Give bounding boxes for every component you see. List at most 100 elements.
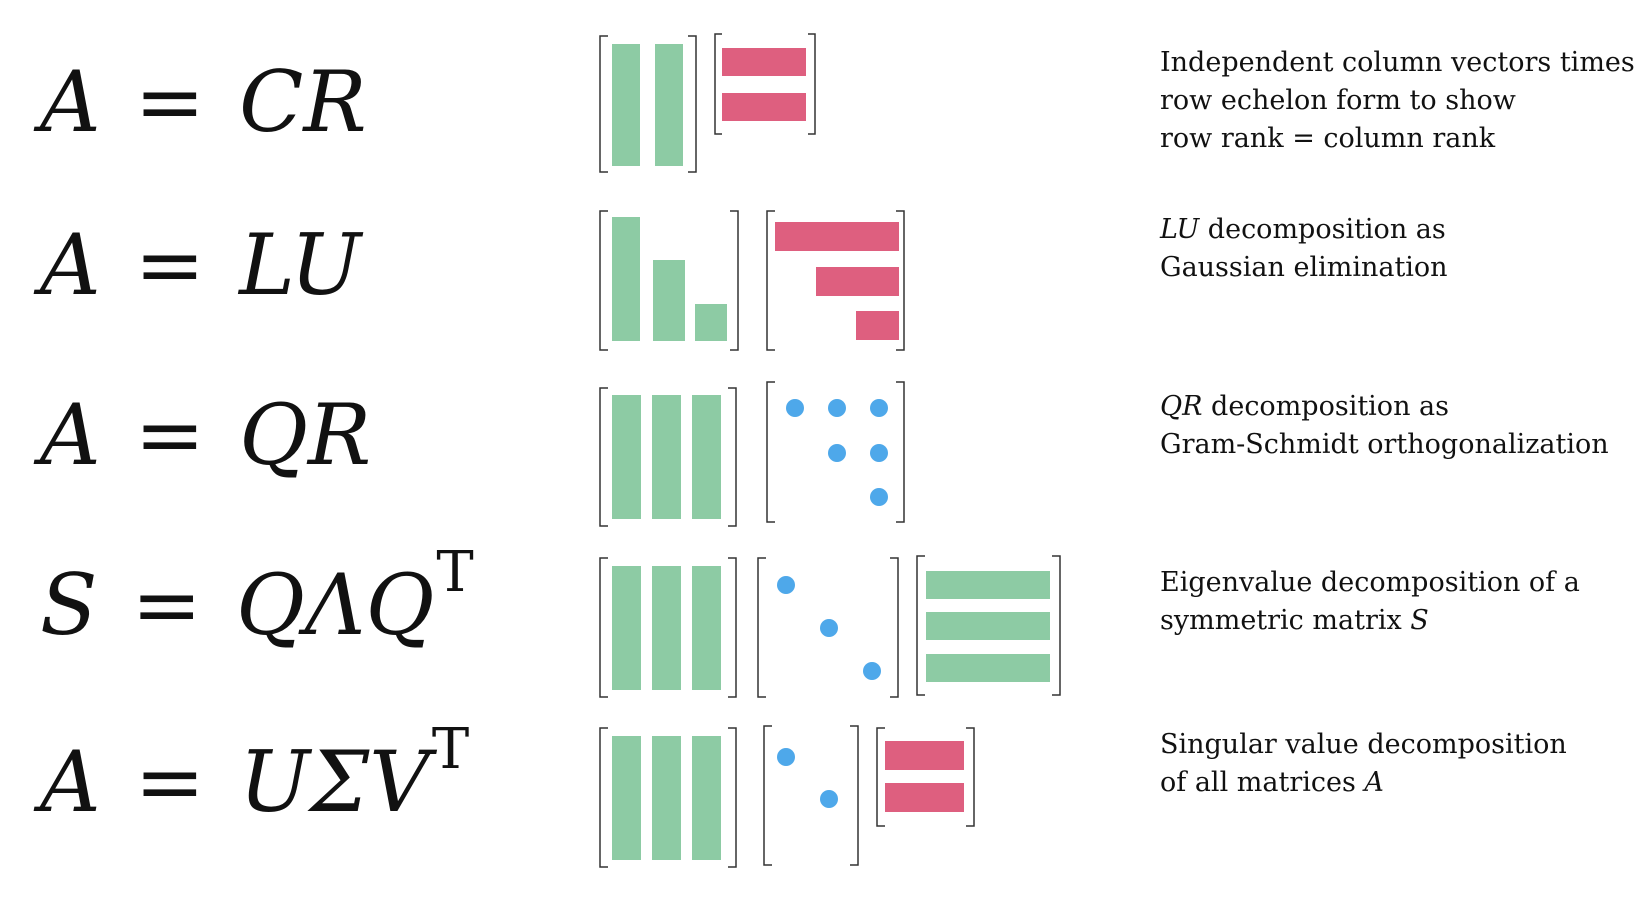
description-text: of all matrices [1160, 767, 1365, 798]
row-vector [816, 267, 899, 296]
row-vector [775, 222, 899, 251]
equation-svd: A = UΣV T [40, 722, 560, 842]
left-bracket [599, 387, 608, 527]
matrix-u [766, 210, 905, 351]
left-bracket [714, 33, 722, 135]
matrix-entry-dot [870, 399, 888, 417]
right-bracket [688, 35, 697, 173]
equation-cr: A = CR [40, 42, 560, 162]
diagonal-entry-dot [863, 662, 881, 680]
column-vector [692, 736, 721, 860]
row-vector [926, 612, 1050, 640]
column-vector [653, 260, 685, 341]
column-vector [612, 736, 641, 860]
matrix-r-triangular [766, 381, 905, 523]
left-bracket [916, 555, 925, 696]
equation-rhs: CR [239, 53, 367, 151]
description-text: decomposition as [1199, 214, 1446, 245]
row-vector [885, 783, 964, 812]
left-bracket [766, 210, 775, 351]
left-bracket [599, 210, 608, 351]
equation-lhs: A [40, 216, 101, 314]
matrix-l [599, 210, 739, 351]
column-vector [612, 217, 640, 341]
left-bracket [599, 557, 608, 698]
equation-lu: A = LU [40, 205, 560, 325]
column-vector [612, 44, 640, 166]
description-line: row rank = column rank [1160, 123, 1496, 154]
description-eigen: Eigenvalue decomposition of a symmetric … [1160, 564, 1640, 640]
equals-sign: = [134, 53, 206, 151]
description-lu: LU decomposition as Gaussian elimination [1160, 211, 1640, 287]
description-qr: QR decomposition as Gram-Schmidt orthogo… [1160, 388, 1640, 464]
right-bracket [730, 210, 739, 351]
description-italic: QR [1160, 391, 1203, 422]
column-vector [692, 395, 721, 519]
equation-rhs: QR [239, 386, 372, 484]
row-vector [926, 654, 1050, 682]
right-bracket [890, 557, 899, 698]
equation-lhs: A [40, 386, 101, 484]
description-line: QR decomposition as [1160, 388, 1640, 426]
matrix-u-singular [599, 727, 737, 868]
column-vector [652, 566, 681, 690]
singular-value-dot [777, 748, 795, 766]
right-bracket [728, 557, 737, 698]
description-line: Singular value decomposition [1160, 729, 1567, 760]
row-vector [856, 311, 899, 340]
description-text: symmetric matrix [1160, 605, 1411, 636]
singular-value-dot [820, 790, 838, 808]
row-vector [722, 48, 806, 76]
equation-eigen: S = QΛQ T [40, 545, 560, 665]
matrix-entry-dot [786, 399, 804, 417]
equals-sign: = [134, 216, 206, 314]
column-vector [612, 566, 641, 690]
column-vector [692, 566, 721, 690]
left-bracket [766, 381, 775, 523]
transpose-superscript: T [436, 540, 474, 605]
left-bracket [599, 35, 608, 173]
description-text: decomposition as [1202, 391, 1449, 422]
right-bracket [808, 33, 816, 135]
column-vector [652, 736, 681, 860]
right-bracket [850, 725, 859, 866]
right-bracket [896, 210, 905, 351]
description-italic: A [1364, 767, 1384, 798]
equals-sign: = [131, 556, 202, 654]
right-bracket [896, 381, 905, 523]
equation-lhs: S [40, 556, 98, 654]
description-italic: S [1410, 605, 1429, 636]
matrix-r [714, 33, 816, 135]
row-vector [722, 93, 806, 121]
matrix-q-eigenvectors [599, 557, 737, 698]
matrix-c [599, 35, 697, 173]
equals-sign: = [134, 733, 206, 831]
equation-lhs: A [40, 733, 101, 831]
matrix-entry-dot [828, 444, 846, 462]
description-line: row echelon form to show [1160, 85, 1516, 116]
left-bracket [599, 727, 608, 868]
matrix-q [599, 387, 737, 527]
matrix-sigma [763, 725, 859, 866]
description-cr: Independent column vectors times row ech… [1160, 44, 1640, 158]
matrix-q-transpose [916, 555, 1061, 696]
matrix-v-transpose [876, 727, 975, 827]
row-vector [885, 741, 964, 770]
description-line: of all matrices A [1160, 764, 1640, 802]
matrix-entry-dot [870, 488, 888, 506]
equation-qr: A = QR [40, 375, 560, 495]
left-bracket [763, 725, 772, 866]
equation-rhs: LU [239, 216, 362, 314]
diagonal-entry-dot [820, 619, 838, 637]
equals-sign: = [134, 386, 206, 484]
right-bracket [728, 387, 737, 527]
description-line: symmetric matrix S [1160, 602, 1640, 640]
right-bracket [966, 727, 975, 827]
matrix-lambda [757, 557, 899, 698]
right-bracket [728, 727, 737, 868]
matrix-entry-dot [828, 399, 846, 417]
left-bracket [757, 557, 766, 698]
equation-rhs: UΣV [239, 733, 430, 831]
column-vector [612, 395, 641, 519]
